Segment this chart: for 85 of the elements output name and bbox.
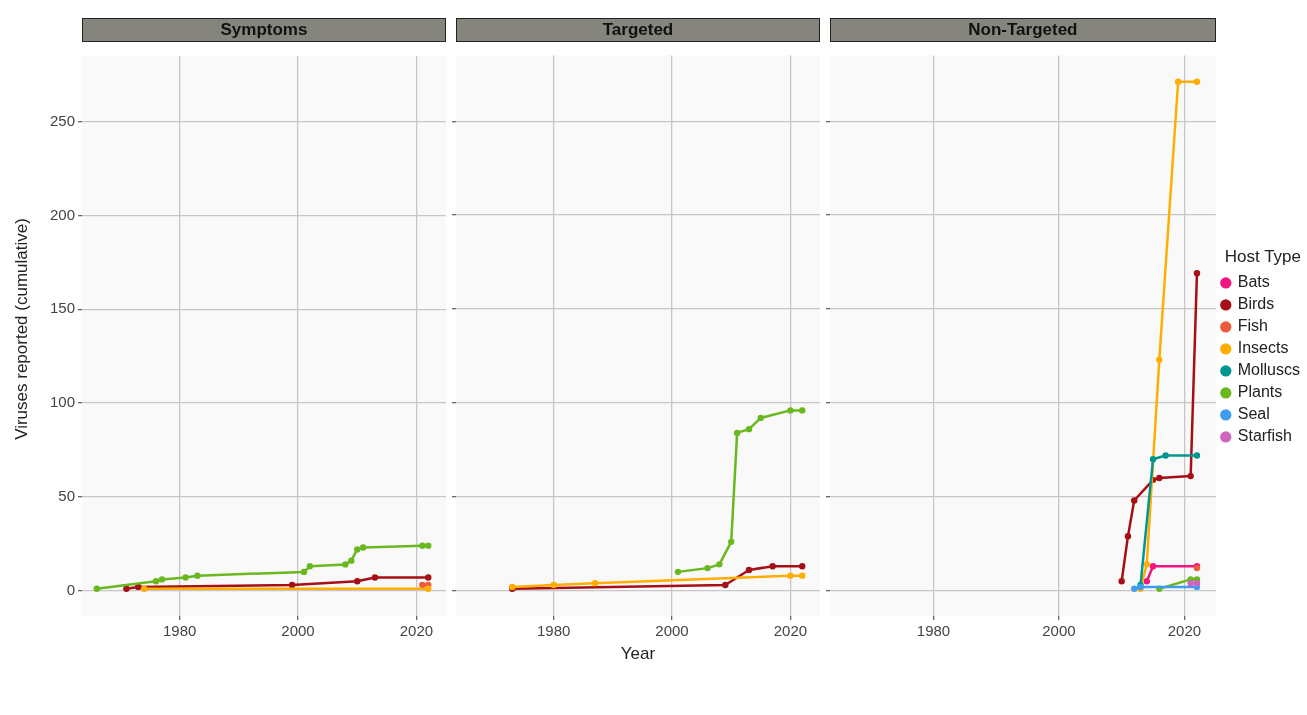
x-tick-label: 2000 [1042,622,1076,640]
x-tick-label: 2020 [773,622,808,640]
point [550,581,557,589]
point [123,585,130,592]
point [1156,474,1163,482]
x-tick-label: 2020 [399,622,434,640]
point [348,557,355,564]
point [1131,585,1138,592]
point [787,572,794,579]
point [1156,356,1163,363]
point [419,581,426,589]
point [419,542,426,549]
point [354,578,361,585]
point [1162,452,1169,459]
y-tick-label: 200 [49,205,75,223]
y-tick-label: 250 [49,111,75,129]
point [716,561,723,568]
point [757,414,765,422]
x-tick-label: 2000 [281,622,315,640]
point [1193,452,1201,459]
point [152,578,160,585]
legend-label: Molluscs [1237,361,1300,379]
chart-title: Symptoms [82,18,446,42]
chart-title: Targeted [456,18,820,42]
point [704,564,711,572]
y-tick-label: 150 [49,299,75,317]
y-tick-label: 100 [49,393,75,411]
chart-title: Non-Targeted [830,18,1216,42]
point [182,574,189,581]
point [745,566,753,574]
legend-label: Starfish [1237,427,1293,445]
point [769,563,776,570]
point [158,576,166,583]
legend-label: Seal [1237,405,1270,423]
point [140,585,148,592]
point [425,542,432,549]
point [799,572,806,579]
point [1193,270,1201,277]
point [1149,456,1157,463]
point [733,429,741,437]
point [306,563,314,570]
y-tick-label: 0 [66,580,75,598]
point [1124,533,1132,540]
point [1149,563,1157,570]
point [1187,579,1194,587]
x-tick-label: 1980 [536,622,571,640]
point [1143,578,1150,585]
point [300,568,308,576]
legend-label: Plants [1237,383,1283,401]
x-tick-label: 1980 [916,622,951,640]
legend-label: Insects [1237,339,1289,357]
point [1193,579,1201,587]
x-tick-label: 1980 [162,622,197,640]
point [722,581,729,589]
point [425,585,432,592]
legend-label: Bats [1237,273,1270,291]
point [371,574,379,581]
point [1193,78,1201,85]
point [745,425,753,433]
point [799,563,806,570]
point [93,585,100,592]
point [1143,561,1150,568]
x-tick-label: 2020 [1167,622,1202,640]
point [591,579,599,587]
point [342,561,349,568]
point [425,574,432,581]
x-axis-title: Year [619,644,657,664]
point [674,568,682,576]
point [354,546,361,553]
point [799,407,806,414]
point [1174,78,1182,85]
legend-label: Fish [1237,317,1268,335]
x-tick-label: 2000 [655,622,689,640]
point [1118,578,1125,585]
point [728,538,735,546]
legend-title: Host Type [1224,246,1301,266]
y-tick-label: 50 [58,487,75,505]
point [1131,497,1138,504]
legend-label: Birds [1237,295,1275,313]
point [359,544,367,551]
point [194,572,201,579]
point [288,581,296,589]
point [1187,472,1194,480]
point [787,407,794,414]
y-axis-title: Viruses reported (cumulative) [12,218,32,440]
